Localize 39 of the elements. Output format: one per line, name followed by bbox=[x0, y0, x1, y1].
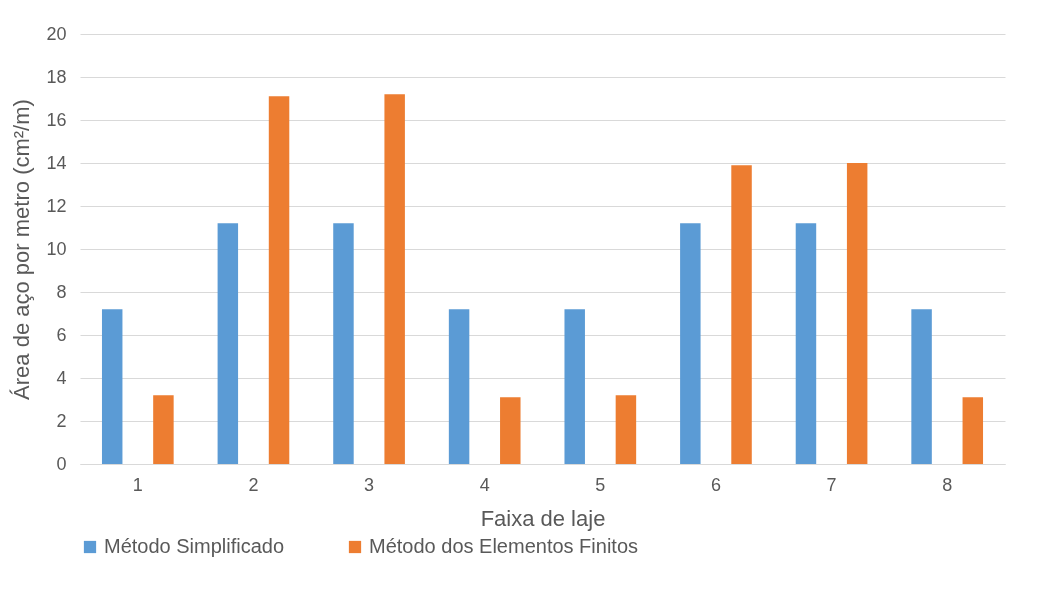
bar bbox=[911, 309, 932, 464]
bar bbox=[500, 397, 521, 464]
y-axis-title: Área de aço por metro (cm²/m) bbox=[9, 99, 35, 400]
bar bbox=[217, 223, 239, 464]
y-tick-label: 12 bbox=[46, 195, 67, 216]
y-tick-label: 8 bbox=[56, 281, 67, 302]
y-tick-label: 16 bbox=[46, 109, 67, 130]
bar bbox=[333, 223, 354, 464]
x-tick-label: 4 bbox=[479, 474, 490, 495]
x-tick-label: 7 bbox=[826, 474, 837, 495]
y-tick-label: 18 bbox=[46, 66, 67, 87]
bar bbox=[615, 395, 637, 464]
bar bbox=[101, 309, 123, 464]
legend-label: Método Simplificado bbox=[104, 535, 285, 557]
y-tick-label: 14 bbox=[46, 152, 67, 173]
bar bbox=[846, 163, 868, 464]
bar bbox=[384, 94, 405, 464]
y-tick-label: 4 bbox=[56, 367, 67, 388]
legend-label: Método dos Elementos Finitos bbox=[369, 535, 639, 557]
bar bbox=[680, 223, 701, 464]
x-tick-label: 3 bbox=[364, 474, 375, 495]
x-tick-label: 8 bbox=[942, 474, 953, 495]
y-tick-label: 10 bbox=[46, 238, 67, 259]
y-tick-label: 20 bbox=[46, 23, 67, 44]
bar bbox=[448, 309, 470, 464]
x-tick-label: 6 bbox=[710, 474, 721, 495]
bar bbox=[795, 223, 817, 464]
y-tick-label: 0 bbox=[56, 453, 67, 474]
bar bbox=[731, 165, 752, 464]
y-tick-label: 2 bbox=[56, 410, 67, 431]
x-tick-label: 5 bbox=[595, 474, 606, 495]
y-tick-label: 6 bbox=[56, 324, 67, 345]
x-tick-label: 2 bbox=[248, 474, 259, 495]
x-axis-title: Faixa de laje bbox=[480, 505, 606, 531]
bar bbox=[564, 309, 585, 464]
bar bbox=[153, 395, 174, 464]
bar bbox=[268, 96, 290, 464]
x-tick-label: 1 bbox=[132, 474, 143, 495]
bar bbox=[962, 397, 984, 464]
